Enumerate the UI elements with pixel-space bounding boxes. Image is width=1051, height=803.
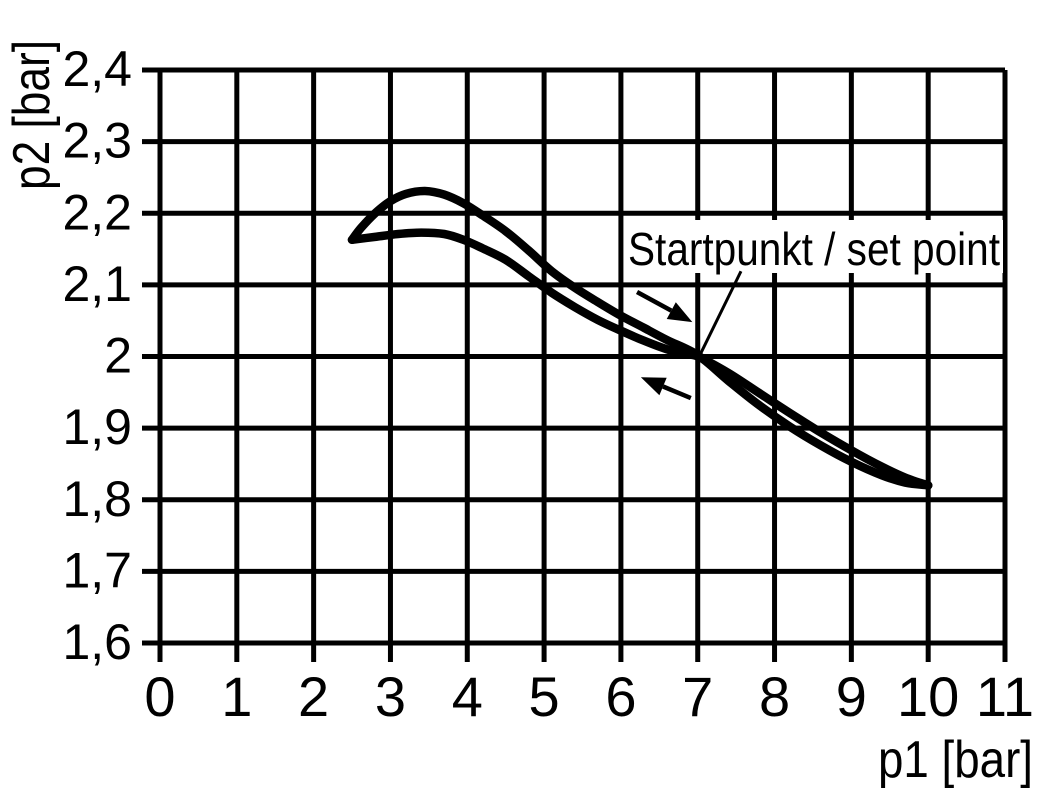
- y-tick-label: 2,2: [62, 184, 132, 240]
- x-axis-label: p1 [bar]: [878, 731, 1033, 789]
- x-tick-label: 4: [452, 665, 483, 728]
- y-tick-label: 2,1: [62, 256, 132, 312]
- direction-arrows-layer: [635, 290, 693, 401]
- y-tick-label: 1,7: [62, 542, 132, 598]
- y-tick-label: 2,4: [62, 41, 132, 97]
- x-tick-label: 8: [759, 665, 790, 728]
- x-tick-label: 3: [375, 665, 406, 728]
- y-axis-label: p2 [bar]: [3, 40, 61, 190]
- x-tick-label: 7: [682, 665, 713, 728]
- x-tick-label: 2: [298, 665, 329, 728]
- x-tick-label: 6: [605, 665, 636, 728]
- curves-layer: [347, 186, 933, 490]
- y-tick-label: 1,9: [62, 399, 132, 455]
- x-tick-label: 9: [836, 665, 867, 728]
- x-tick-label: 10: [897, 665, 959, 728]
- grid-layer: [142, 67, 1008, 662]
- y-tick-label: 2,3: [62, 113, 132, 169]
- x-tick-label: 11: [976, 665, 1034, 728]
- increasing-p1-arrow-head: [666, 302, 693, 323]
- x-tick-label: 1: [221, 665, 252, 728]
- curve-hysteresis-lower-branch: [347, 228, 933, 490]
- annotation-label: Startpunkt / set point: [628, 223, 1000, 275]
- decreasing-p1-arrow-shaft: [662, 384, 692, 401]
- x-tick-label: 0: [144, 665, 175, 728]
- curve-hysteresis-upper-branch: [347, 186, 933, 490]
- y-tick-label: 2: [104, 328, 132, 384]
- tick-labels-layer: 0 1 2 3 4 5 6 7 8 9 10 112,42,32,22,121,91,81,71,6: [62, 41, 1034, 728]
- annotation-background: [625, 220, 1003, 273]
- decreasing-p1-arrow-head: [640, 377, 667, 396]
- leader-line-layer: [699, 270, 743, 354]
- increasing-p1-arrow-shaft: [635, 290, 673, 313]
- annotation-leader-line: [699, 270, 743, 354]
- x-tick-label: 5: [529, 665, 560, 728]
- y-tick-label: 1,6: [62, 614, 132, 670]
- y-tick-label: 1,8: [62, 471, 132, 527]
